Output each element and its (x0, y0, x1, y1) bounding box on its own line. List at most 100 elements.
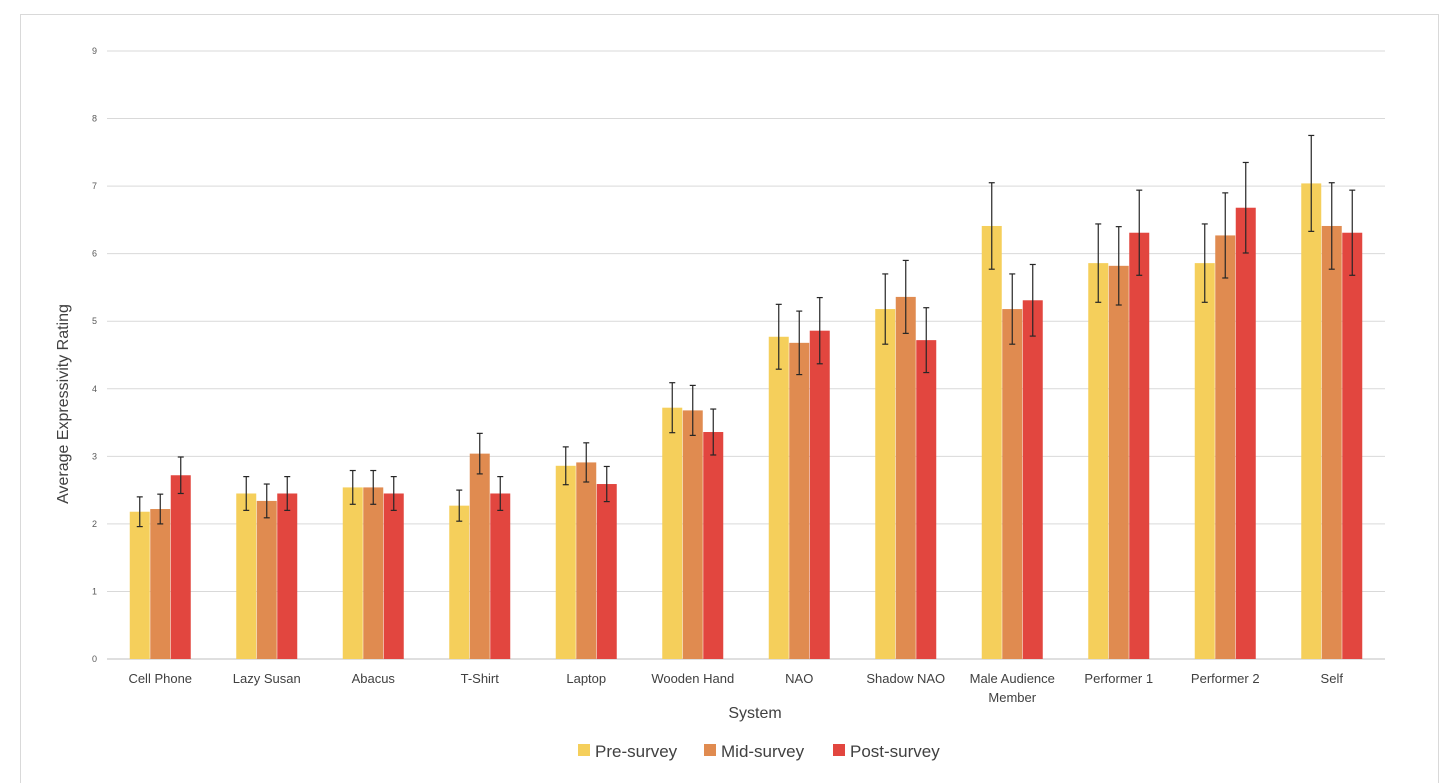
bar (682, 410, 703, 659)
bar (1088, 263, 1109, 659)
y-tick-label: 2 (92, 519, 97, 529)
bar (916, 340, 937, 659)
legend: Pre-survey Mid-survey Post-survey (578, 742, 940, 761)
bar (256, 500, 277, 659)
bar (1235, 207, 1256, 659)
error-bar (476, 432, 483, 475)
error-bar (497, 476, 504, 511)
error-bar (1009, 273, 1016, 345)
legend-label: Post-survey (850, 742, 940, 761)
legend-label: Mid-survey (721, 742, 805, 761)
y-tick-label: 5 (92, 316, 97, 326)
bar (809, 330, 830, 659)
error-bar (370, 469, 377, 505)
x-axis-title: System (728, 705, 781, 722)
y-tick-label: 3 (92, 451, 97, 461)
error-bar (1349, 189, 1356, 276)
bar (703, 432, 724, 659)
legend-item: Pre-survey (578, 742, 678, 761)
y-tick-label: 4 (92, 384, 97, 394)
error-bar (902, 259, 909, 334)
error-bar (263, 483, 270, 519)
bar (1108, 265, 1129, 659)
error-bar (1242, 161, 1249, 254)
error-bar (177, 456, 184, 495)
error-bar (816, 296, 823, 365)
x-category-label: Cell Phone (128, 671, 192, 686)
bar (596, 484, 617, 659)
bar (981, 225, 1002, 660)
bar (895, 296, 916, 659)
error-bar (923, 307, 930, 374)
bar (1321, 225, 1342, 660)
error-bar (689, 384, 696, 436)
bar (170, 475, 191, 659)
x-category-label: Performer 1 (1084, 671, 1153, 686)
y-tick-label: 7 (92, 181, 97, 191)
error-bar (243, 476, 250, 511)
error-bar (284, 476, 291, 511)
bar (383, 493, 404, 659)
x-category-label: Performer 2 (1191, 671, 1260, 686)
y-tick-label: 1 (92, 586, 97, 596)
error-bar (882, 273, 889, 345)
error-bar (710, 408, 717, 456)
y-tick-label: 9 (92, 46, 97, 56)
bar (277, 493, 298, 659)
error-bar (1328, 182, 1335, 270)
error-bar (1095, 223, 1102, 303)
x-category-label: Male Audience Member (970, 671, 1055, 705)
x-category-label: Lazy Susan (233, 671, 301, 686)
bar (875, 309, 896, 659)
x-category-label: Abacus (352, 671, 396, 686)
y-tick-label: 0 (92, 654, 97, 664)
bar (768, 336, 789, 659)
error-bar (1136, 189, 1143, 276)
bar (1194, 263, 1215, 659)
error-bar (1029, 263, 1036, 337)
bar (1002, 309, 1023, 659)
bar (490, 493, 511, 659)
error-bar (775, 303, 782, 370)
y-axis-title: Average Expressivity Rating (55, 304, 72, 504)
bar (129, 511, 150, 659)
legend-swatch (833, 744, 845, 756)
x-category-label: T-Shirt (461, 671, 500, 686)
bar (789, 342, 810, 659)
bar (363, 487, 384, 659)
error-bar (157, 493, 164, 525)
error-bar (1308, 134, 1315, 232)
error-bar (136, 496, 143, 528)
legend-label: Pre-survey (595, 742, 678, 761)
legend-item: Mid-survey (704, 742, 805, 761)
error-bar (1115, 226, 1122, 306)
y-tick-label: 8 (92, 114, 97, 124)
x-category-label: Shadow NAO (866, 671, 945, 686)
legend-swatch (578, 744, 590, 756)
bar (1129, 232, 1150, 660)
bar (449, 505, 470, 659)
bar (236, 493, 257, 659)
error-bar (1201, 223, 1208, 303)
error-bar (562, 446, 569, 486)
x-category-label: Self (1321, 671, 1344, 686)
gridlines (107, 50, 1385, 660)
x-category-label: Wooden Hand (651, 671, 734, 686)
error-bar (456, 489, 463, 522)
bar (1342, 232, 1363, 660)
error-bar (349, 469, 356, 505)
bar (150, 509, 171, 659)
bars (129, 183, 1363, 660)
x-axis-categories: Cell Phone Lazy Susan Abacus T-Shirt Laptop W… (128, 671, 1343, 705)
error-bar (1222, 192, 1229, 279)
bar (1022, 300, 1043, 659)
error-bar (390, 476, 397, 511)
bar (1301, 183, 1322, 660)
bar (342, 487, 363, 659)
error-bars (136, 134, 1356, 528)
error-bar (669, 382, 676, 434)
legend-item: Post-survey (833, 742, 940, 761)
y-tick-label: 6 (92, 249, 97, 259)
error-bar (603, 465, 610, 503)
